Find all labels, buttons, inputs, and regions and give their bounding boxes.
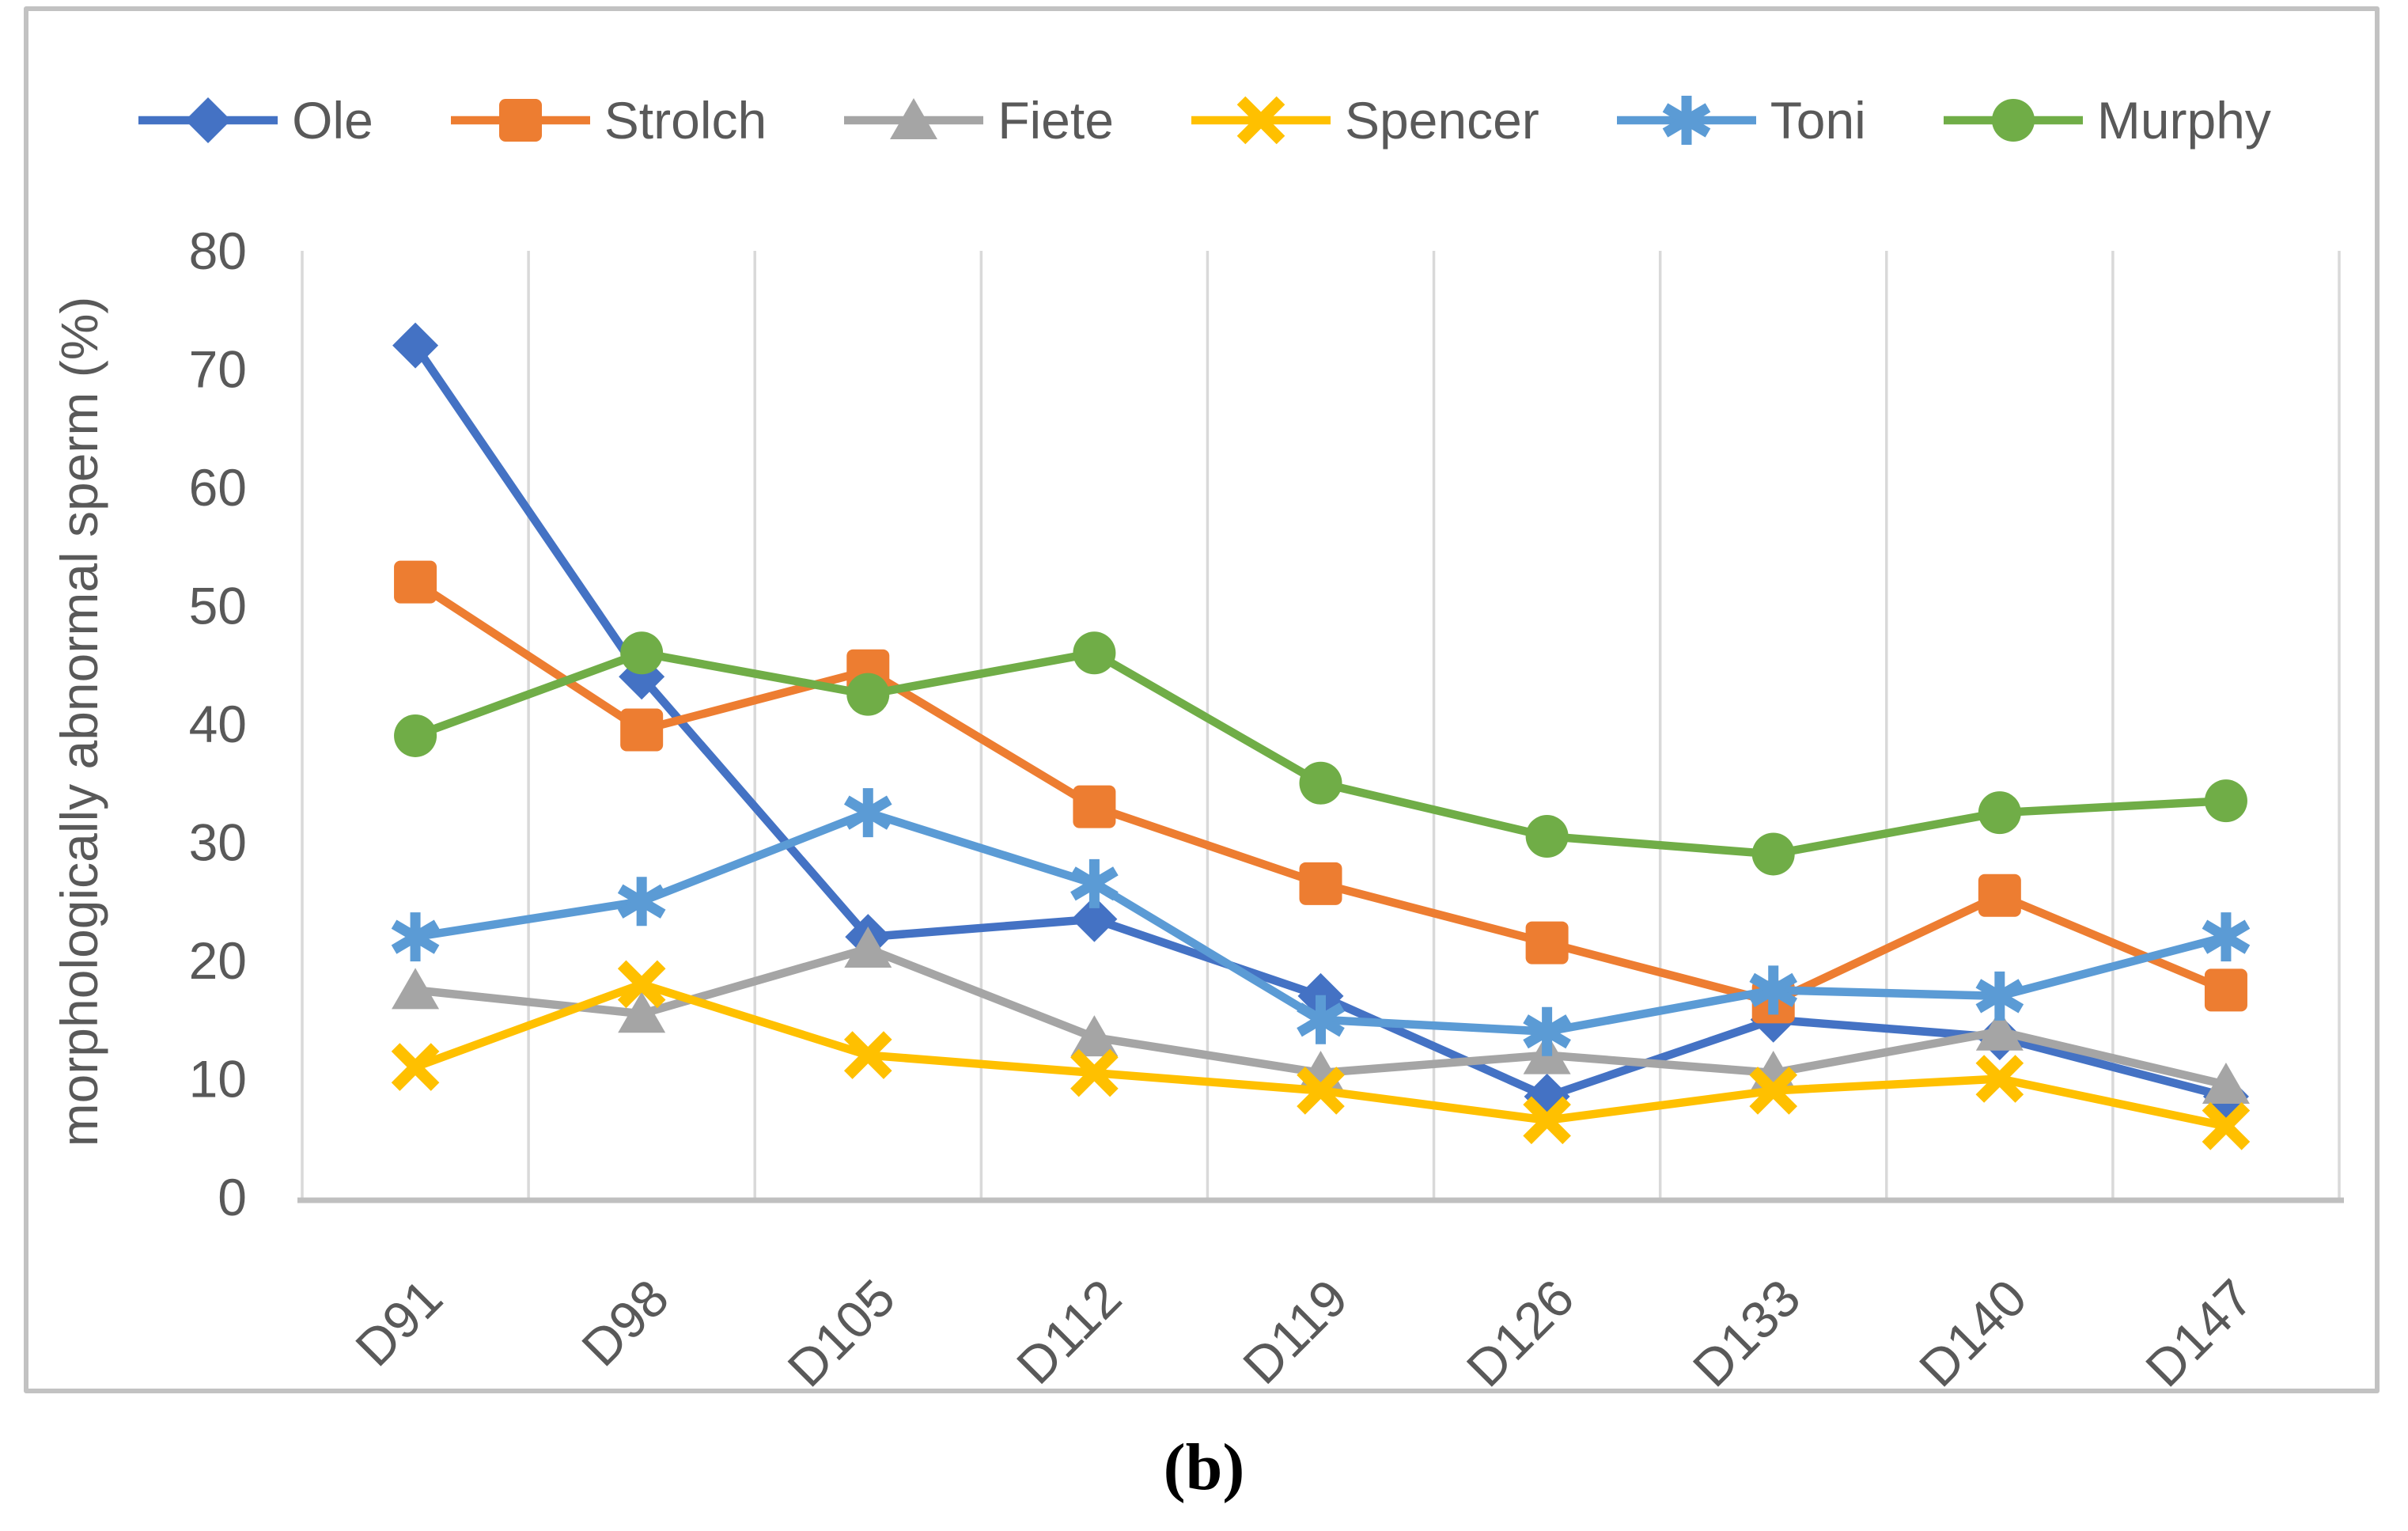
legend-marker-ole-icon bbox=[138, 97, 278, 143]
legend-marker-shape bbox=[185, 97, 232, 143]
data-point-fiete-D112 bbox=[1070, 1015, 1119, 1057]
data-point-toni-D98 bbox=[617, 877, 666, 927]
data-point-murphy-D98 bbox=[620, 631, 664, 675]
data-point-strolch-D112 bbox=[1073, 785, 1116, 828]
y-tick-label: 60 bbox=[189, 458, 247, 517]
x-tick-label: D105 bbox=[776, 1268, 906, 1398]
chart-frame bbox=[24, 6, 2380, 1393]
data-point-toni-D140 bbox=[1975, 971, 2024, 1021]
data-point-ole-D112 bbox=[1071, 896, 1118, 942]
data-point-spencer-D140 bbox=[1975, 1055, 2024, 1103]
series-line-murphy bbox=[411, 649, 2231, 858]
data-point-murphy-D105 bbox=[846, 673, 890, 716]
y-tick-label: 30 bbox=[189, 813, 247, 872]
data-point-murphy-D140 bbox=[1978, 791, 2021, 835]
data-point-toni-D126 bbox=[1523, 1006, 1571, 1056]
data-point-spencer-D98 bbox=[617, 960, 666, 1009]
y-tick-label: 10 bbox=[189, 1050, 247, 1108]
data-point-spencer-D112 bbox=[1070, 1048, 1119, 1097]
x-tick-label: D112 bbox=[1005, 1268, 1132, 1395]
x-tick-label: D140 bbox=[1908, 1268, 2038, 1398]
figure-caption: (b) bbox=[1163, 1431, 1245, 1504]
legend-marker-fiete-icon bbox=[844, 98, 984, 139]
data-point-toni-D112 bbox=[1070, 858, 1119, 908]
data-point-spencer-D105 bbox=[843, 1031, 892, 1079]
legend-label: Ole bbox=[292, 91, 373, 150]
legend-item-toni: Toni bbox=[1615, 92, 1866, 149]
data-point-strolch-D140 bbox=[1978, 874, 2021, 917]
data-point-strolch-D119 bbox=[1299, 862, 1342, 905]
data-point-strolch-D98 bbox=[620, 708, 664, 752]
legend-marker-shape bbox=[1991, 99, 2035, 142]
series-murphy bbox=[394, 631, 2247, 876]
data-point-fiete-D105 bbox=[844, 927, 892, 968]
x-tick-label: D147 bbox=[2134, 1268, 2264, 1398]
legend-marker-toni-icon bbox=[1616, 96, 1756, 145]
legend-label: Strolch bbox=[604, 91, 767, 150]
data-point-ole-D91 bbox=[392, 322, 439, 369]
legend-item-fiete: Fiete bbox=[842, 92, 1114, 149]
data-point-toni-D133 bbox=[1749, 965, 1798, 1015]
y-tick-label: 40 bbox=[189, 695, 247, 753]
data-point-strolch-D126 bbox=[1525, 921, 1569, 964]
data-point-murphy-D112 bbox=[1073, 631, 1116, 675]
legend-item-ole: Ole bbox=[137, 92, 373, 149]
legend-label: Murphy bbox=[2096, 91, 2271, 150]
y-tick-labels: 0 10 20 30 40 50 60 70 80 bbox=[189, 222, 247, 1226]
legend-label: Spencer bbox=[1344, 91, 1539, 150]
legend-marker-spencer-icon bbox=[1191, 96, 1331, 145]
data-point-spencer-D126 bbox=[1523, 1096, 1571, 1145]
data-point-spencer-D133 bbox=[1749, 1067, 1798, 1115]
data-point-spencer-D91 bbox=[391, 1043, 440, 1091]
x-tick-label: D119 bbox=[1232, 1268, 1358, 1395]
legend-marker-strolch-icon bbox=[450, 99, 590, 142]
x-tick-label: D91 bbox=[344, 1268, 453, 1378]
x-tick-label: D98 bbox=[570, 1268, 680, 1378]
data-point-spencer-D147 bbox=[2202, 1101, 2251, 1150]
y-tick-label: 50 bbox=[189, 577, 247, 635]
data-point-strolch-D147 bbox=[2204, 968, 2247, 1012]
data-point-toni-D91 bbox=[391, 912, 440, 962]
data-point-fiete-D140 bbox=[1975, 1009, 2024, 1051]
data-point-strolch-D91 bbox=[394, 560, 437, 604]
data-point-fiete-D147 bbox=[2202, 1062, 2250, 1104]
data-point-toni-D105 bbox=[843, 788, 892, 838]
data-point-murphy-D91 bbox=[394, 714, 437, 757]
legend-marker-shape bbox=[1662, 96, 1711, 145]
y-tick-label: 80 bbox=[189, 222, 247, 280]
data-point-murphy-D133 bbox=[1751, 832, 1795, 876]
legend-item-strolch: Strolch bbox=[449, 92, 767, 149]
data-point-murphy-D147 bbox=[2204, 779, 2247, 823]
y-tick-label: 20 bbox=[189, 931, 247, 990]
x-tick-labels: D91 D98 D105 D112 D119 D126 D133 D140 D147 bbox=[344, 1268, 2264, 1398]
data-point-murphy-D119 bbox=[1299, 761, 1342, 805]
legend-label: Toni bbox=[1770, 91, 1866, 150]
data-point-murphy-D126 bbox=[1525, 815, 1569, 858]
legend-marker-shape bbox=[498, 99, 542, 142]
data-point-fiete-D98 bbox=[618, 991, 666, 1033]
data-point-spencer-D119 bbox=[1297, 1067, 1345, 1115]
legend-marker-murphy-icon bbox=[1943, 99, 2083, 142]
legend-marker-shape bbox=[1236, 96, 1285, 145]
y-tick-label: 0 bbox=[218, 1168, 247, 1226]
legend: Ole Strolch Fiete Spencer Toni Murphy bbox=[0, 92, 2408, 149]
series-spencer bbox=[391, 960, 2251, 1150]
data-point-toni-D147 bbox=[2202, 912, 2251, 962]
series-fiete bbox=[392, 927, 2250, 1104]
legend-label: Fiete bbox=[998, 91, 1114, 150]
x-tick-label: D126 bbox=[1456, 1268, 1585, 1398]
x-tick-label: D133 bbox=[1682, 1268, 1812, 1398]
series-toni bbox=[391, 788, 2251, 1056]
y-tick-label: 70 bbox=[189, 340, 247, 399]
legend-marker-shape bbox=[890, 98, 938, 139]
legend-item-murphy: Murphy bbox=[1942, 92, 2271, 149]
data-point-fiete-D91 bbox=[392, 968, 440, 1010]
series-strolch bbox=[394, 560, 2247, 1024]
legend-item-spencer: Spencer bbox=[1190, 92, 1539, 149]
data-point-toni-D119 bbox=[1297, 995, 1345, 1044]
